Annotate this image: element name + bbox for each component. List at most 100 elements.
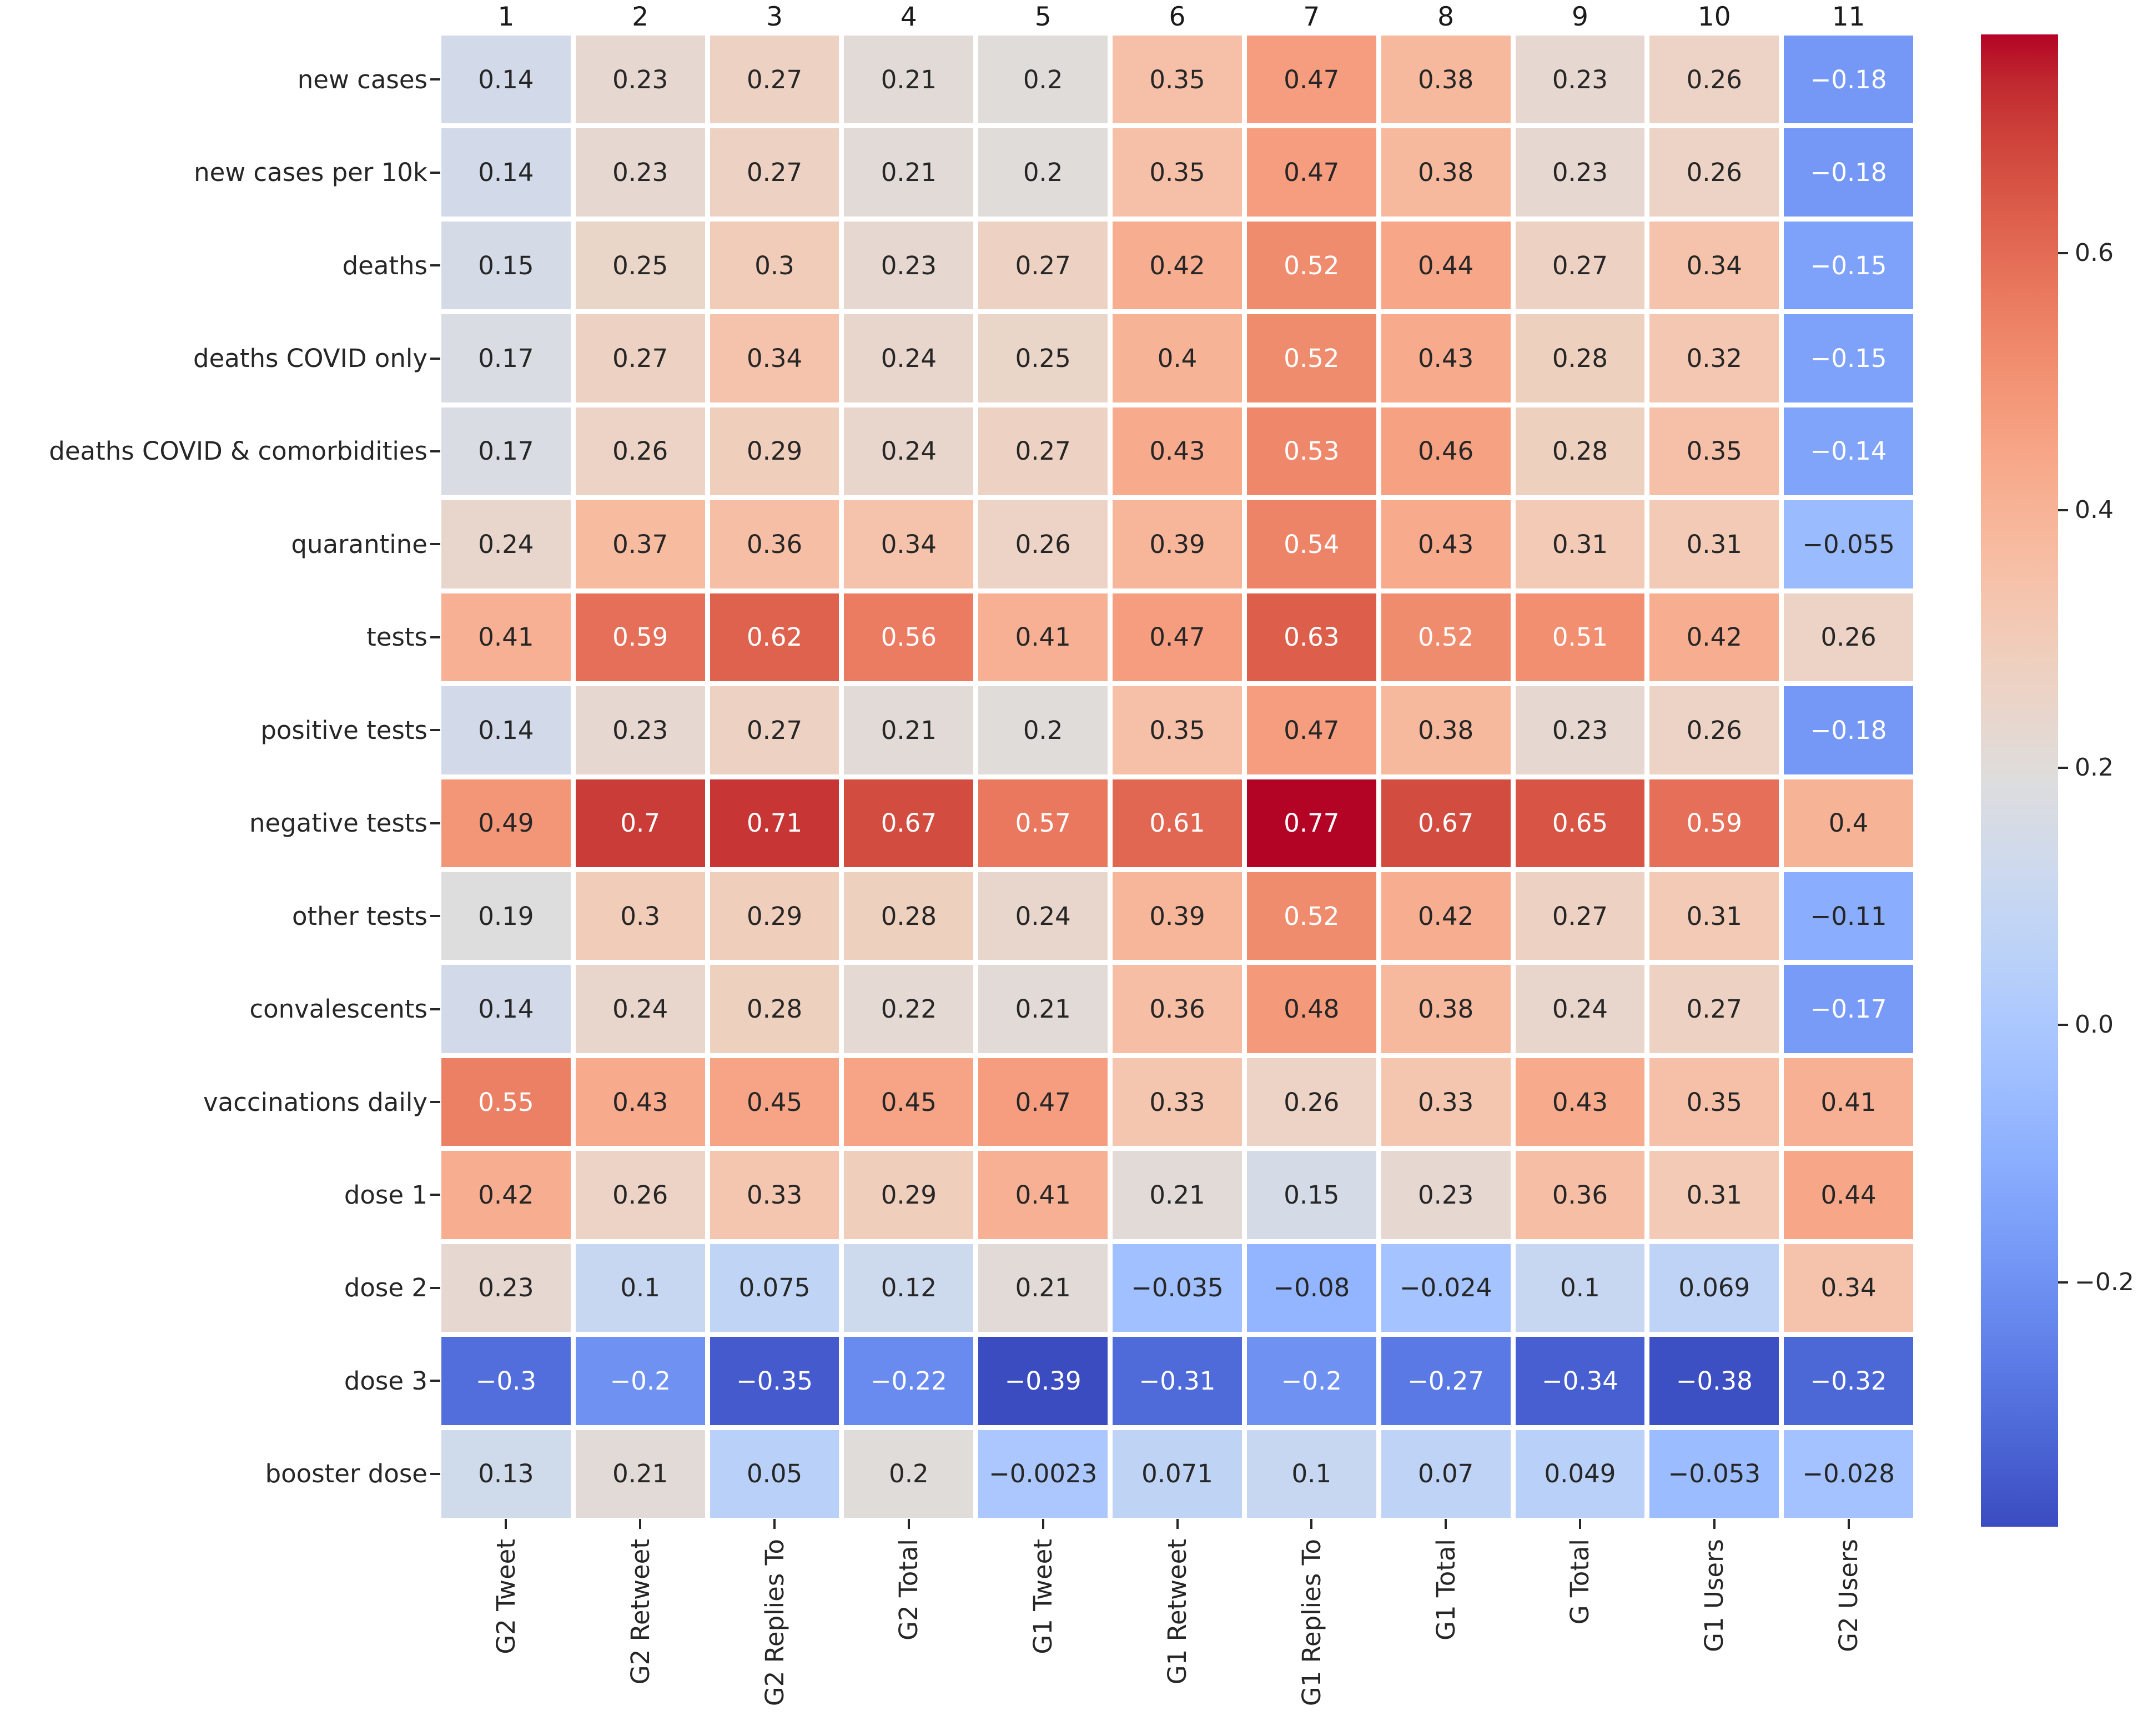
column-name-label: G1 Total [1381,1539,1511,1736]
heatmap-cell: 0.26 [978,500,1108,588]
heatmap-cell: 0.52 [1246,872,1376,960]
heatmap-cell: −0.14 [1784,407,1913,496]
heatmap-cell: 0.28 [710,965,839,1053]
heatmap-cell: 0.3 [710,221,839,310]
row-label: new cases [297,64,427,94]
x-tick-mark [1445,1519,1447,1529]
colorbar-tick-label: 0.6 [2075,238,2114,267]
heatmap-cell: 0.43 [575,1058,705,1146]
row-label: dose 2 [344,1273,427,1303]
heatmap-cell: 0.24 [575,965,705,1053]
heatmap-cell: 0.55 [441,1058,571,1146]
heatmap-cell: 0.14 [441,686,571,774]
colorbar-tick-mark [2058,251,2068,254]
heatmap-cell: 0.37 [575,500,705,588]
heatmap-cell: 0.31 [1515,500,1645,588]
heatmap-cell: 0.42 [1381,872,1511,960]
heatmap-cell: −0.38 [1649,1337,1779,1425]
heatmap-cell: 0.67 [1381,779,1511,867]
heatmap-cell: 0.2 [978,128,1108,217]
row-label: deaths COVID & comorbidities [49,436,427,466]
y-tick-mark [430,1472,440,1475]
heatmap-cell: 0.26 [575,1151,705,1239]
y-tick-mark [430,543,440,546]
heatmap-cell: 0.44 [1784,1151,1913,1239]
heatmap-cell: 0.56 [844,593,974,682]
column-index-label: 5 [1034,2,1052,32]
heatmap-cell: 0.21 [978,965,1108,1053]
heatmap-cell: 0.63 [1246,593,1376,682]
heatmap-cell: 0.15 [441,221,571,310]
y-tick-mark [430,636,440,638]
heatmap-cell: −0.0023 [978,1430,1108,1518]
heatmap-cell: −0.2 [1246,1337,1376,1425]
y-tick-mark [430,357,440,360]
heatmap-cell: 0.61 [1113,779,1242,867]
heatmap-cell: 0.27 [1515,872,1645,960]
heatmap-cell: 0.27 [575,314,705,402]
heatmap-cell: 0.4 [1113,314,1242,402]
heatmap-cell: −0.035 [1113,1244,1242,1332]
heatmap-cell: 0.38 [1381,128,1511,217]
heatmap-cell: 0.32 [1649,314,1779,402]
heatmap-cell: 0.34 [1784,1244,1913,1332]
heatmap-cell: 0.23 [1381,1151,1511,1239]
heatmap-cell: 0.29 [710,407,839,496]
column-index-label: 10 [1697,2,1731,32]
heatmap-cell: 0.48 [1246,965,1376,1053]
heatmap-cell: 0.24 [441,500,571,588]
heatmap-cell: 0.43 [1113,407,1242,496]
heatmap-cell: 0.21 [844,36,974,124]
column-name-text: G1 Tweet [1028,1539,1058,1654]
row-label: other tests [291,901,427,931]
heatmap-cell: 0.62 [710,593,839,682]
heatmap-cell: 0.59 [575,593,705,682]
heatmap-cell: 0.45 [710,1058,839,1146]
heatmap-cell: 0.05 [710,1430,839,1518]
heatmap-cell: 0.2 [978,686,1108,774]
column-index-label: 3 [766,2,783,32]
heatmap-cell: −0.024 [1381,1244,1511,1332]
column-name-label: G2 Tweet [441,1539,571,1736]
heatmap-cell: 0.35 [1649,407,1779,496]
heatmap-cell: 0.41 [978,593,1108,682]
column-name-label: G1 Retweet [1113,1539,1242,1736]
column-name-label: G2 Replies To [710,1539,839,1736]
heatmap-cell: 0.59 [1649,779,1779,867]
colorbar-tick-mark [2058,766,2068,769]
x-tick-mark [1310,1519,1313,1529]
heatmap-cell: 0.17 [441,407,571,496]
heatmap-cell: 0.1 [1246,1430,1376,1518]
column-index-label: 8 [1437,2,1455,32]
heatmap-cell: −0.17 [1784,965,1913,1053]
heatmap-cell: 0.34 [844,500,974,588]
heatmap-cell: 0.26 [1649,36,1779,124]
heatmap-cell: 0.4 [1784,779,1913,867]
column-name-text: G2 Replies To [759,1539,789,1707]
y-tick-mark [430,1194,440,1196]
heatmap-cell: 0.25 [978,314,1108,402]
heatmap-cell: 0.26 [1246,1058,1376,1146]
row-label: negative tests [249,808,427,838]
heatmap-cell: 0.77 [1246,779,1376,867]
column-index-label: 1 [497,2,515,32]
colorbar-tick-label: 0.2 [2075,753,2114,782]
heatmap-cell: 0.12 [844,1244,974,1332]
heatmap-cell: 0.15 [1246,1151,1376,1239]
heatmap-cell: 0.39 [1113,872,1242,960]
heatmap-cell: −0.15 [1784,314,1913,402]
heatmap-cell: 0.07 [1381,1430,1511,1518]
heatmap-cell: 0.23 [575,36,705,124]
heatmap-cell: 0.27 [1515,221,1645,310]
heatmap-cell: 0.71 [710,779,839,867]
column-name-text: G1 Retweet [1162,1539,1192,1685]
heatmap-cell: 0.47 [1246,36,1376,124]
heatmap-cell: 0.36 [1515,1151,1645,1239]
heatmap-cell: 0.36 [710,500,839,588]
heatmap-cell: 0.47 [1246,128,1376,217]
heatmap-cell: 0.25 [575,221,705,310]
heatmap-cell: −0.22 [844,1337,974,1425]
heatmap-cell: 0.14 [441,36,571,124]
heatmap-cell: 0.42 [1113,221,1242,310]
x-tick-mark [1713,1519,1716,1529]
